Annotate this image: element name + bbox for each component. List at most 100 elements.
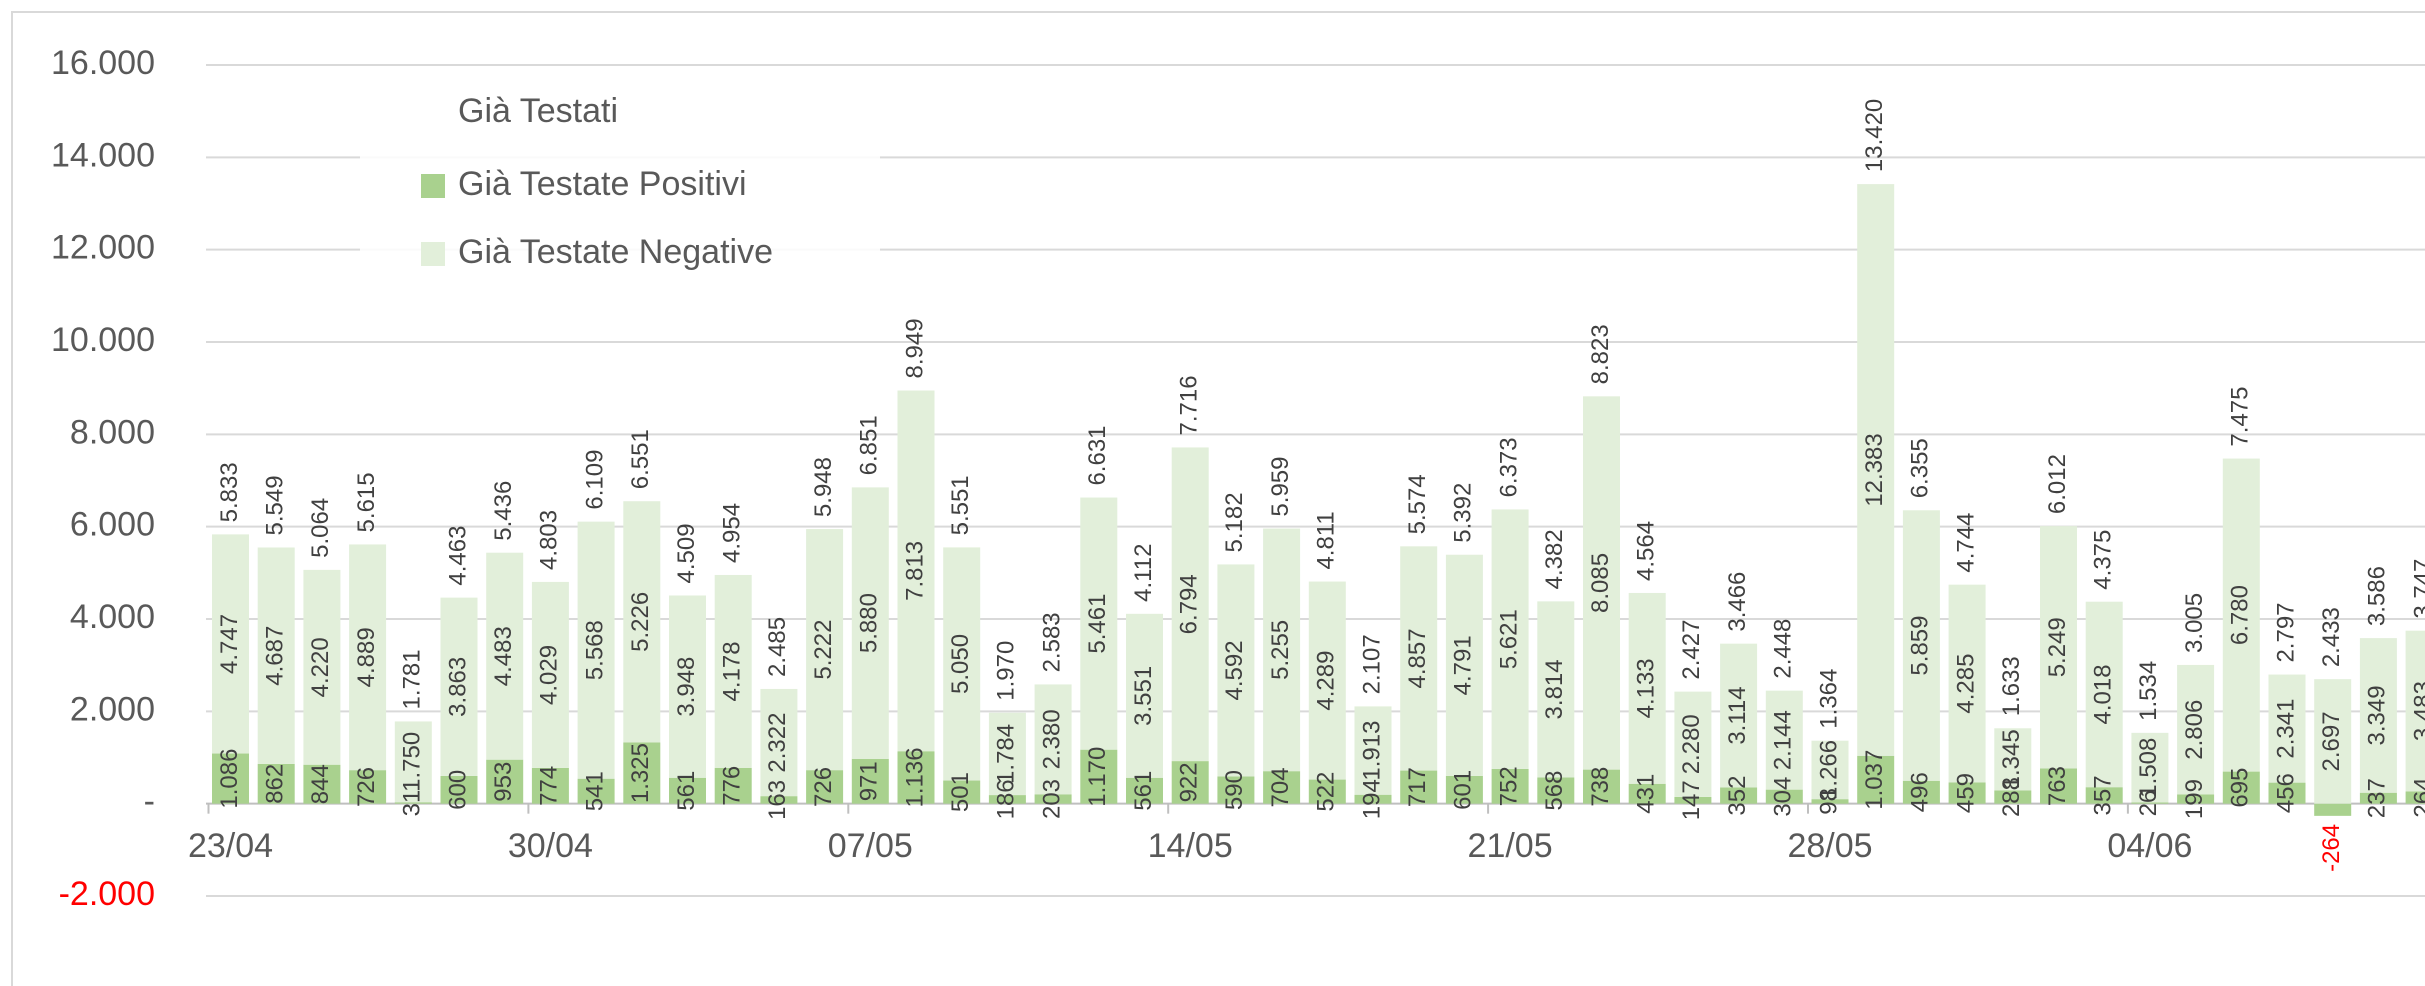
data-label: 1.086 xyxy=(216,749,243,809)
data-label: 4.289 xyxy=(1313,651,1340,711)
bar xyxy=(257,547,295,764)
x-tick-label: 07/05 xyxy=(828,827,913,865)
data-label: 31 xyxy=(399,790,426,817)
data-label: 1.913 xyxy=(1358,721,1385,781)
legend-title: Già Testati xyxy=(458,92,618,130)
bar xyxy=(2040,526,2077,769)
bar xyxy=(2177,794,2215,804)
bar xyxy=(806,529,844,771)
data-label: 3.114 xyxy=(1724,686,1751,744)
labels: 23/04 30/04 07/05 14/05 21/05 28/05 04/06 1.086… xyxy=(188,99,2425,872)
bar xyxy=(394,721,432,803)
data-label: 2.341 xyxy=(2272,699,2299,759)
total-label: 4.744 xyxy=(1952,513,1979,573)
y-tick-label: 4.000 xyxy=(70,598,155,636)
bar xyxy=(1126,613,1163,778)
bar xyxy=(1811,799,1849,804)
data-label: 5.880 xyxy=(856,593,883,653)
data-label: 456 xyxy=(2272,773,2299,813)
bars xyxy=(212,184,2425,816)
data-label: 774 xyxy=(536,766,563,806)
data-label: 1.266 xyxy=(1815,740,1842,800)
data-label: -264 xyxy=(2318,824,2345,872)
bar xyxy=(212,753,249,804)
total-label: 6.551 xyxy=(627,429,654,489)
bar xyxy=(1217,776,1255,804)
data-label: 186 xyxy=(993,779,1020,819)
bar xyxy=(669,595,706,778)
bar xyxy=(897,751,935,804)
data-label: 862 xyxy=(262,764,289,804)
total-label: 6.355 xyxy=(1907,438,1934,498)
data-label: 12.383 xyxy=(1861,433,1888,506)
bar xyxy=(531,581,569,768)
total-label: 4.112 xyxy=(1130,544,1157,602)
data-label: 1.508 xyxy=(2135,738,2162,798)
data-label: 3.814 xyxy=(1541,659,1568,719)
total-label: 4.509 xyxy=(673,523,700,583)
y-tick-label: 16.000 xyxy=(51,44,155,82)
bar xyxy=(1308,581,1346,780)
total-label: 1.534 xyxy=(2135,661,2162,721)
bar xyxy=(531,767,569,804)
y-tick-label: 12.000 xyxy=(51,229,155,267)
total-label: 4.375 xyxy=(2090,530,2117,590)
x-tick-label: 23/04 xyxy=(188,827,273,865)
bar xyxy=(1263,528,1301,772)
bar xyxy=(2314,803,2352,816)
data-label: 561 xyxy=(1130,771,1157,811)
bar xyxy=(2131,802,2169,804)
bar xyxy=(577,778,615,804)
bar xyxy=(1857,755,1895,804)
bar xyxy=(1765,789,1803,804)
bar xyxy=(1263,771,1301,804)
data-label: 357 xyxy=(2090,775,2117,815)
data-label: 352 xyxy=(1724,776,1751,816)
total-label: 1.633 xyxy=(1998,656,2025,716)
data-label: 6.794 xyxy=(1176,574,1203,634)
bar xyxy=(1308,779,1346,804)
bar xyxy=(1902,510,1940,781)
total-label: 4.463 xyxy=(444,526,471,586)
bar xyxy=(1902,780,1940,804)
data-label: 5.621 xyxy=(1495,609,1522,669)
y-tick-label: 6.000 xyxy=(70,506,155,544)
data-label: 522 xyxy=(1313,772,1340,812)
bar xyxy=(714,574,752,768)
y-tick-label: 8.000 xyxy=(70,413,155,451)
bar xyxy=(212,534,249,754)
total-label: 13.420 xyxy=(1861,99,1888,172)
legend-label: Già Testate Negative xyxy=(458,233,773,271)
data-label: 3.349 xyxy=(2364,685,2391,745)
data-label: 431 xyxy=(1633,774,1660,814)
x-tick-label: 28/05 xyxy=(1787,827,1872,865)
total-label: 5.064 xyxy=(307,498,334,558)
data-label: 2.380 xyxy=(1038,709,1065,769)
bar xyxy=(2268,782,2306,804)
data-label: 5.050 xyxy=(947,634,974,694)
total-label: 5.392 xyxy=(1450,483,1477,543)
bar xyxy=(303,764,341,804)
bar xyxy=(2359,792,2397,804)
data-label: 5.255 xyxy=(1267,620,1294,680)
bar xyxy=(1994,790,2032,804)
data-label: 5.568 xyxy=(581,620,608,680)
bar xyxy=(714,767,752,804)
data-label: 1.784 xyxy=(993,724,1020,784)
data-label: 752 xyxy=(1495,766,1522,806)
bar xyxy=(1948,782,1986,804)
total-label: 2.433 xyxy=(2318,607,2345,667)
data-label: 1.345 xyxy=(1998,729,2025,789)
total-label: 5.574 xyxy=(1404,474,1431,534)
data-label: 203 xyxy=(1038,779,1065,819)
legend-swatch xyxy=(421,174,445,198)
bar xyxy=(943,780,981,804)
data-label: 304 xyxy=(1770,777,1797,817)
data-label: 6.780 xyxy=(2227,585,2254,645)
data-label: 194 xyxy=(1358,779,1385,819)
data-label: 3.483 xyxy=(2409,681,2425,741)
bar xyxy=(943,547,981,781)
x-tick-label: 21/05 xyxy=(1468,827,1553,865)
data-label: 590 xyxy=(1221,770,1248,810)
bar xyxy=(1080,497,1118,750)
